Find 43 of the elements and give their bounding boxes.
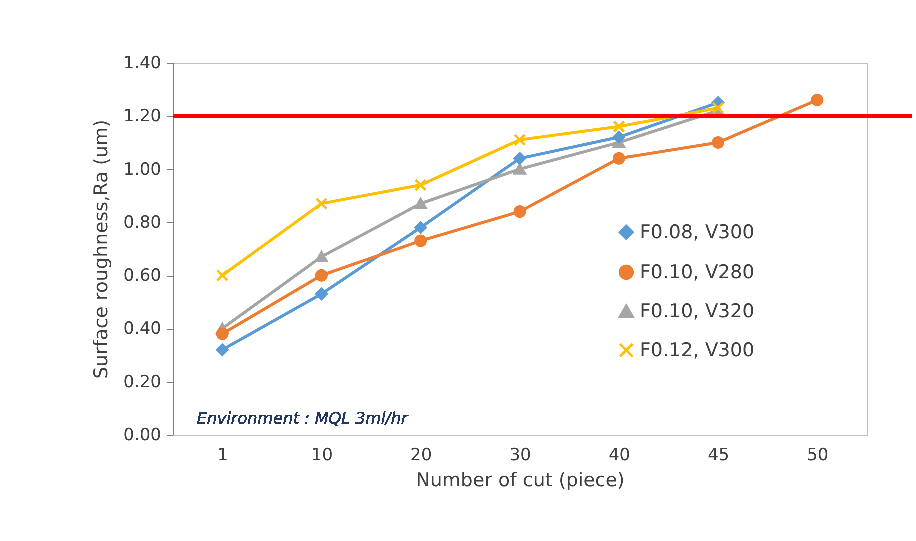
point xyxy=(315,269,328,282)
x-tick-label: 1 xyxy=(218,446,228,466)
x-tick-label: 10 xyxy=(311,446,334,466)
legend-label: F0.08, V300 xyxy=(640,221,755,244)
point xyxy=(514,164,526,175)
y-tick-label: 0.80 xyxy=(124,212,162,233)
point xyxy=(414,178,428,192)
point xyxy=(216,269,229,282)
legend-label: F0.10, V320 xyxy=(640,300,755,322)
point xyxy=(514,134,526,146)
point xyxy=(315,198,328,210)
y-tick-label: 0.40 xyxy=(124,319,162,340)
y-tick-label: 0.60 xyxy=(124,266,162,286)
point xyxy=(811,94,824,106)
point xyxy=(612,131,626,144)
x-tick-label: 20 xyxy=(410,446,432,466)
point xyxy=(414,198,428,210)
y-tick-label: 0.00 xyxy=(124,426,162,446)
y-tick-label: 1.20 xyxy=(124,106,162,127)
point xyxy=(315,288,328,300)
point xyxy=(712,136,725,149)
point xyxy=(216,344,229,356)
point xyxy=(414,234,428,248)
point xyxy=(216,328,229,340)
y-tick-label: 0.20 xyxy=(124,372,162,392)
y-tick-label: 1.40 xyxy=(124,54,162,74)
legend-label: F0.12, V300 xyxy=(640,339,755,362)
x-tick-label: 45 xyxy=(708,446,730,466)
x-tick-label: 30 xyxy=(510,446,532,466)
y-tick-label: 1.00 xyxy=(124,160,162,180)
legend-label: F0.10, V280 xyxy=(640,261,755,284)
point xyxy=(514,206,526,218)
point xyxy=(315,251,328,263)
y-axis-title: Surface roughness,Ra (um) xyxy=(90,120,113,379)
point xyxy=(612,152,626,165)
annotation: Environment : MQL 3ml/hr xyxy=(197,409,410,428)
point xyxy=(712,102,725,114)
point xyxy=(514,152,526,165)
point xyxy=(612,120,626,134)
x-tick-label: 50 xyxy=(807,446,829,466)
x-axis-title: Number of cut (piece) xyxy=(416,470,625,492)
point xyxy=(414,221,428,234)
x-tick-label: 40 xyxy=(608,446,630,466)
